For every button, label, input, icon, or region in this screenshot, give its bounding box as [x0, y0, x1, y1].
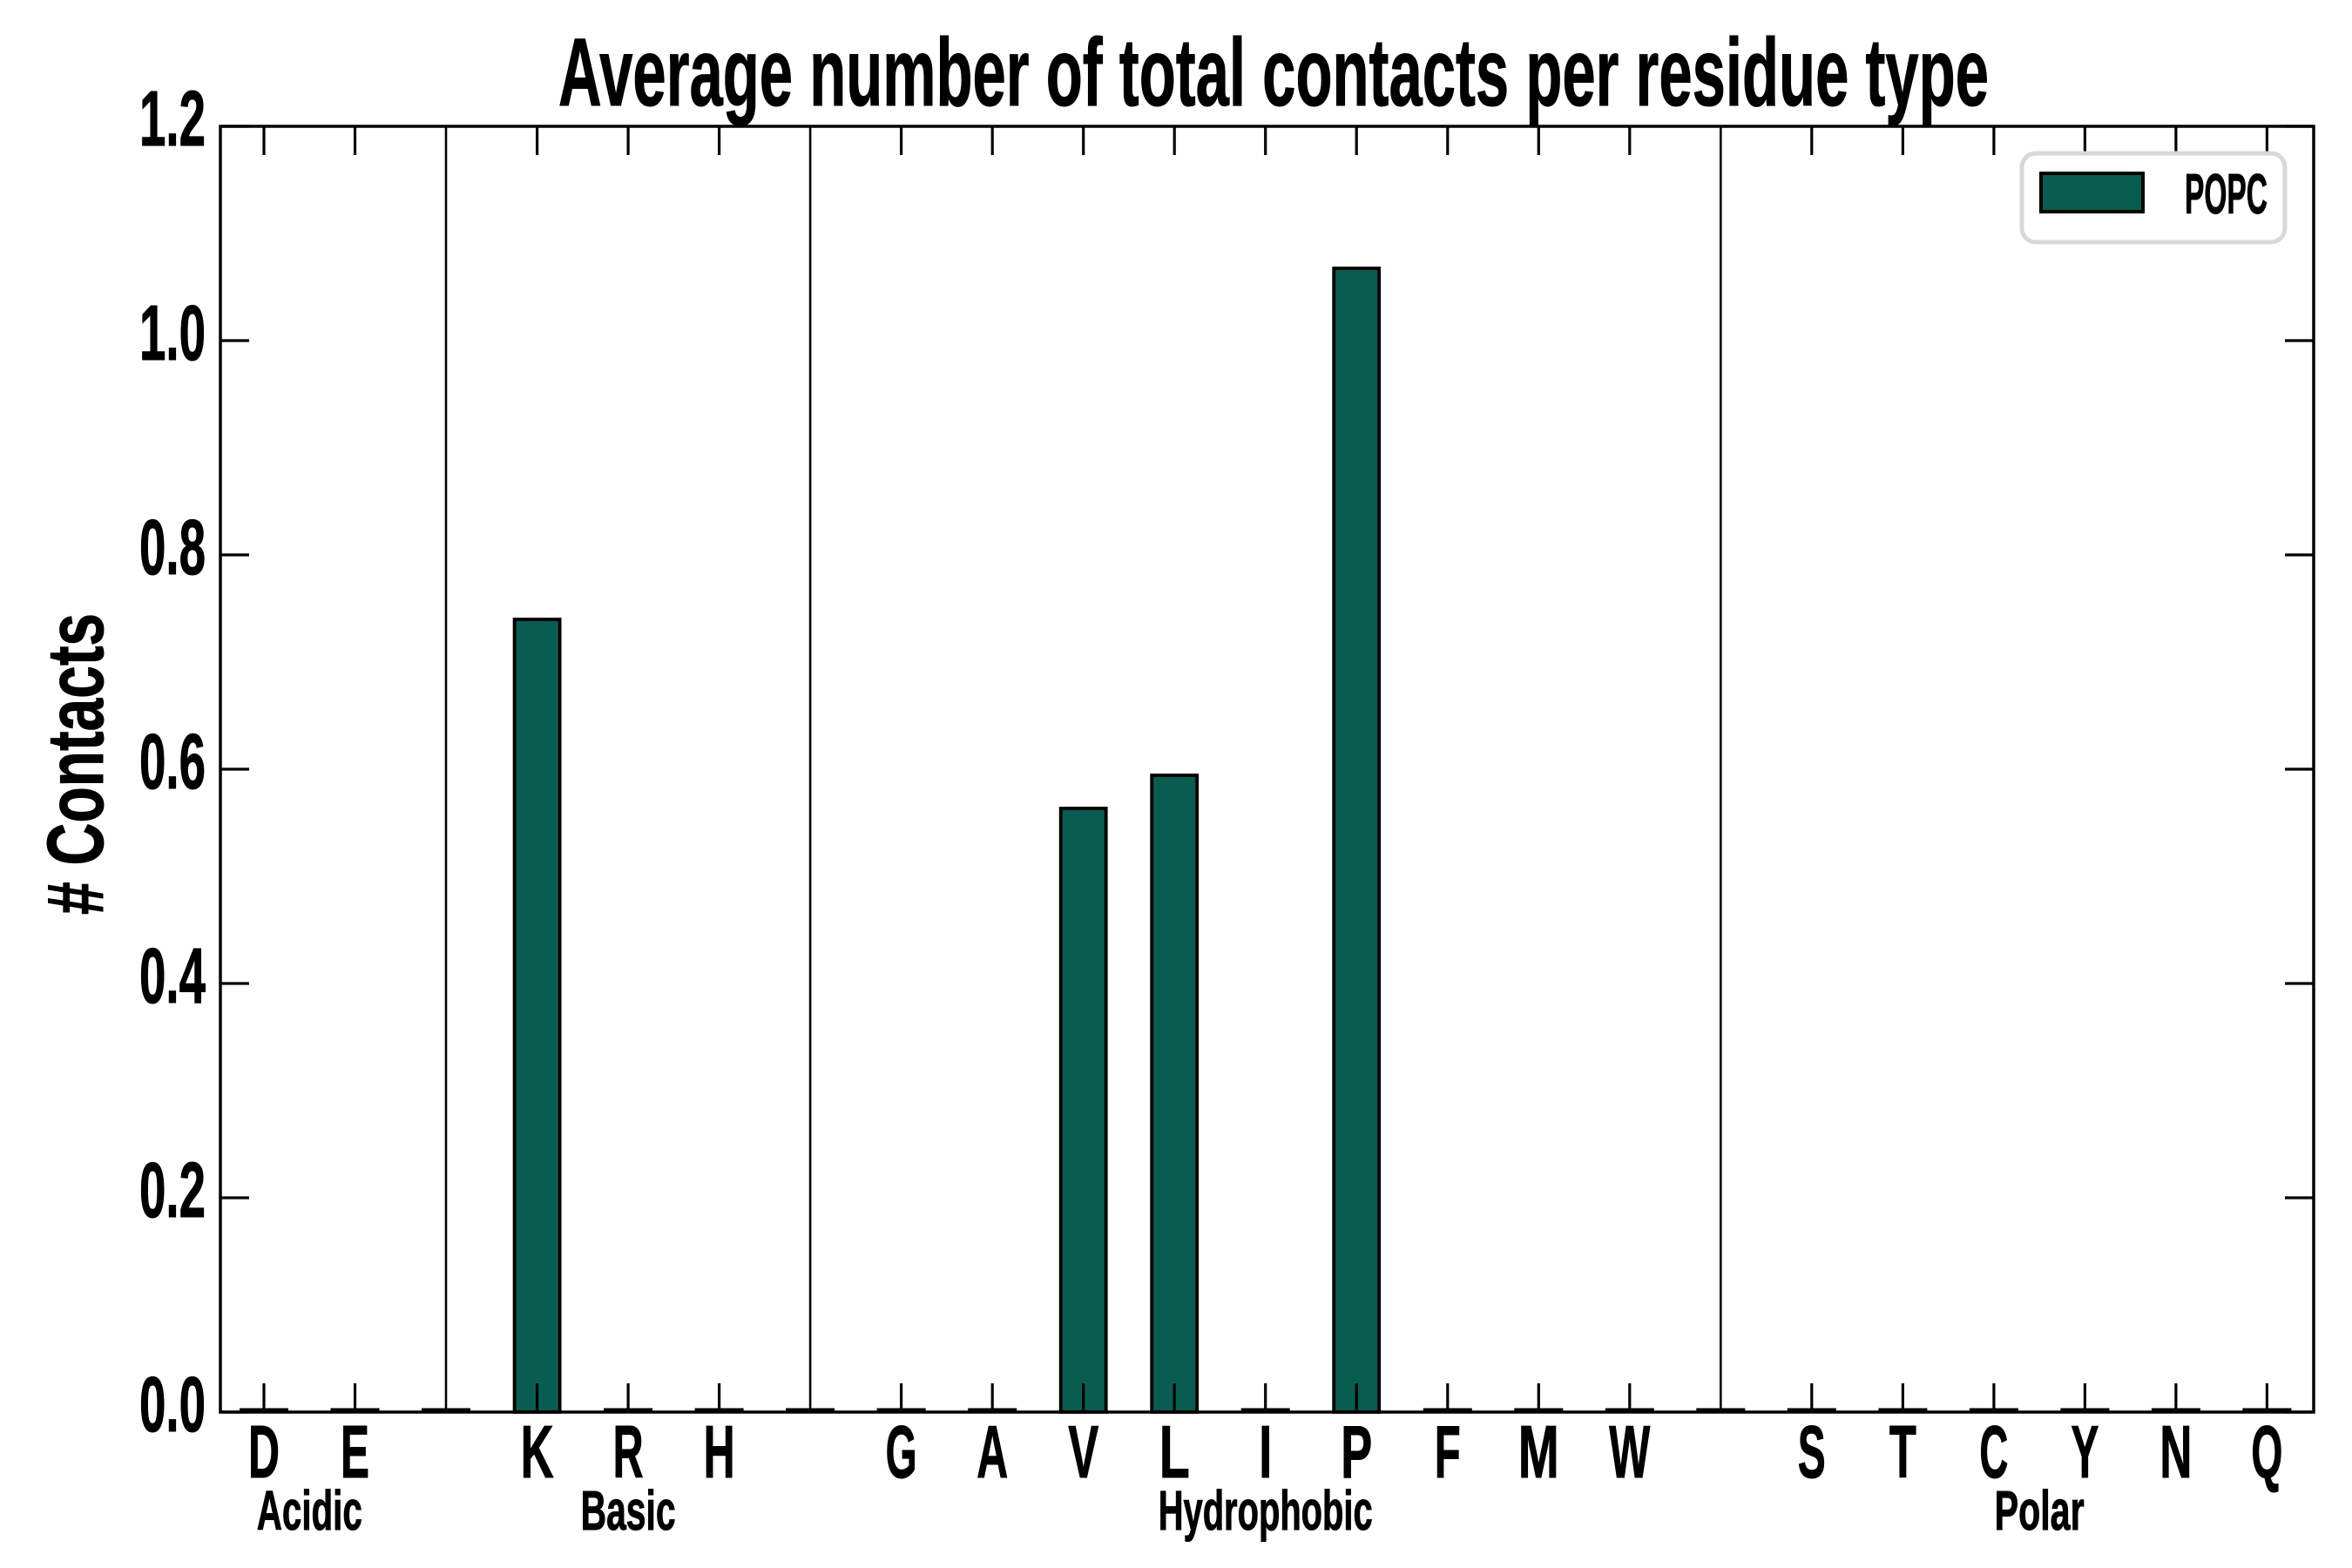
svg-text:0.0: 0.0 [139, 1362, 206, 1449]
svg-text:1.0: 1.0 [139, 290, 206, 377]
svg-text:G: G [886, 1411, 917, 1494]
svg-text:V: V [1068, 1411, 1098, 1494]
svg-text:E: E [341, 1411, 369, 1494]
svg-text:I: I [1259, 1411, 1272, 1494]
svg-text:Q: Q [2251, 1411, 2282, 1494]
svg-text:R: R [613, 1411, 644, 1494]
svg-text:1.2: 1.2 [139, 76, 206, 163]
svg-text:Basic: Basic [581, 1479, 676, 1542]
svg-text:F: F [1435, 1411, 1461, 1494]
svg-text:Hydrophobic: Hydrophobic [1159, 1479, 1373, 1542]
svg-text:0.2: 0.2 [139, 1147, 206, 1234]
svg-text:POPC: POPC [2185, 162, 2268, 226]
svg-text:M: M [1518, 1411, 1559, 1494]
svg-text:# Contacts: # Contacts [31, 613, 120, 915]
svg-text:P: P [1341, 1411, 1372, 1494]
svg-text:H: H [704, 1411, 735, 1494]
svg-text:K: K [521, 1411, 554, 1494]
svg-text:Acidic: Acidic [257, 1479, 362, 1542]
svg-text:W: W [1609, 1411, 1650, 1494]
svg-text:Y: Y [2071, 1411, 2099, 1494]
svg-text:S: S [1798, 1411, 1826, 1494]
svg-text:T: T [1889, 1411, 1916, 1494]
svg-text:D: D [248, 1411, 280, 1494]
svg-text:0.6: 0.6 [139, 719, 206, 806]
svg-text:Average number of total contac: Average number of total contacts per res… [558, 19, 1989, 126]
svg-text:A: A [977, 1411, 1008, 1494]
svg-text:N: N [2159, 1411, 2192, 1494]
svg-text:L: L [1159, 1411, 1190, 1494]
svg-text:0.8: 0.8 [139, 504, 206, 591]
svg-text:C: C [1979, 1411, 2008, 1494]
svg-text:0.4: 0.4 [139, 933, 206, 1020]
svg-text:Polar: Polar [1995, 1479, 2085, 1542]
